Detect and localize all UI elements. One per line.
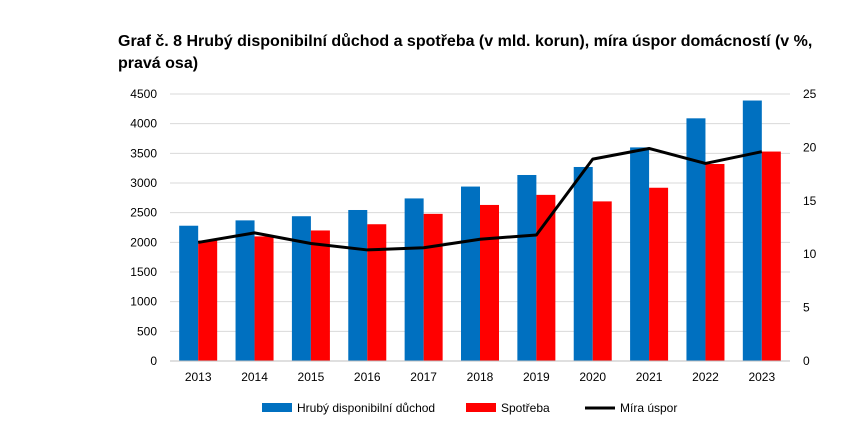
x-tick-label: 2015 bbox=[298, 370, 325, 384]
y-axis-left-labels: 0 500 1000 1500 2000 2500 3000 3500 4000 4500 bbox=[130, 87, 157, 368]
x-tick-label: 2023 bbox=[748, 370, 775, 384]
y-axis-right-labels: 0 5 10 15 20 25 bbox=[803, 87, 817, 368]
x-tick-label: 2020 bbox=[579, 370, 606, 384]
x-tick-label: 2019 bbox=[523, 370, 550, 384]
consumption-bar-2022 bbox=[705, 164, 725, 361]
legend-label: Spotřeba bbox=[501, 401, 550, 415]
y-right-tick-label: 25 bbox=[803, 87, 817, 101]
y-right-tick-label: 15 bbox=[803, 194, 817, 208]
y-left-tick-label: 2500 bbox=[130, 206, 157, 220]
y-left-tick-label: 3500 bbox=[130, 146, 157, 160]
consumption-bar-2017 bbox=[423, 213, 443, 361]
income-bar-2013 bbox=[179, 225, 199, 361]
y-left-tick-label: 3000 bbox=[130, 176, 157, 190]
consumption-bar-2020 bbox=[592, 201, 612, 361]
income-bar-2018 bbox=[461, 186, 480, 361]
income-bar-2014 bbox=[235, 220, 255, 361]
income-bar-2017 bbox=[404, 198, 424, 361]
income-bar-2016 bbox=[348, 209, 368, 361]
income-bar-2022 bbox=[686, 118, 706, 362]
y-right-tick-label: 20 bbox=[803, 140, 817, 154]
consumption-bar-2013 bbox=[198, 240, 218, 361]
y-left-tick-label: 4500 bbox=[130, 87, 157, 101]
y-right-tick-label: 0 bbox=[803, 354, 810, 368]
savings-line bbox=[197, 146, 763, 252]
income-bar-2019 bbox=[517, 174, 537, 361]
legend-label: Míra úspor bbox=[620, 401, 677, 415]
x-tick-label: 2021 bbox=[636, 370, 663, 384]
legend-swatch bbox=[466, 403, 496, 412]
x-tick-label: 2017 bbox=[410, 370, 437, 384]
consumption-bar-2021 bbox=[649, 187, 669, 361]
y-left-tick-label: 1000 bbox=[130, 295, 157, 309]
income-bar-2020 bbox=[573, 166, 593, 361]
y-left-tick-label: 4000 bbox=[130, 117, 157, 131]
x-axis-labels: 2013 2014 2015 2016 2017 2018 2019 2020 2021 2022… bbox=[185, 370, 776, 384]
consumption-bar-2019 bbox=[536, 194, 556, 361]
y-left-tick-label: 2000 bbox=[130, 235, 157, 249]
income-bar-2015 bbox=[291, 216, 311, 361]
chart-title: Graf č. 8 Hrubý disponibilní důchod a sp… bbox=[118, 33, 813, 72]
consumption-bar-2018 bbox=[480, 204, 499, 361]
bars bbox=[179, 100, 781, 362]
y-right-tick-label: 10 bbox=[803, 247, 817, 261]
consumption-bar-2016 bbox=[367, 224, 387, 361]
y-left-tick-label: 500 bbox=[137, 324, 157, 338]
y-right-tick-label: 5 bbox=[803, 301, 810, 315]
x-tick-label: 2022 bbox=[692, 370, 719, 384]
legend-swatch bbox=[262, 403, 292, 412]
income-bar-2023 bbox=[742, 100, 762, 361]
income-bar-2021 bbox=[630, 147, 650, 361]
consumption-bar-2014 bbox=[254, 236, 274, 361]
x-tick-label: 2014 bbox=[241, 370, 268, 384]
x-tick-label: 2018 bbox=[467, 370, 494, 384]
consumption-bar-2015 bbox=[310, 230, 330, 361]
legend-label: Hrubý disponibilní důchod bbox=[297, 401, 435, 415]
consumption-bar-2023 bbox=[761, 151, 781, 361]
x-tick-label: 2013 bbox=[185, 370, 212, 384]
y-left-tick-label: 0 bbox=[150, 354, 157, 368]
y-left-tick-label: 1500 bbox=[130, 265, 157, 279]
legend: Hrubý disponibilní důchod Spotřeba Míra ús… bbox=[262, 401, 677, 415]
x-tick-label: 2016 bbox=[354, 370, 381, 384]
